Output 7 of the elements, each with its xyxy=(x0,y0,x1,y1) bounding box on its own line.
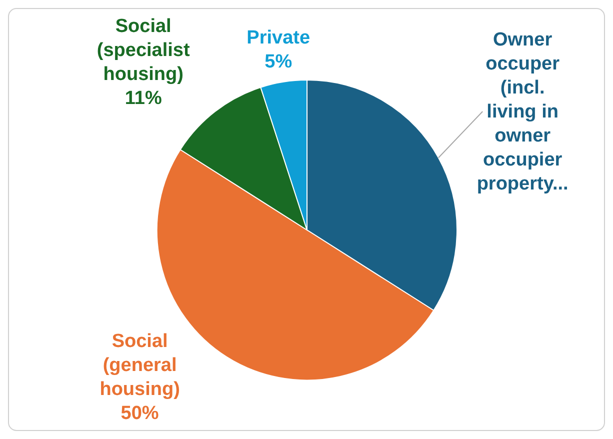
slice-label: Social (general housing) xyxy=(100,331,180,400)
slice-label: Private xyxy=(246,27,310,48)
slice-label: Owner occuper (incl. living in owner occupier property... xyxy=(476,29,568,194)
data-label: 5% xyxy=(264,51,292,72)
slice-label: Social (specialist housing) xyxy=(96,16,190,85)
data-label: 50% xyxy=(120,403,159,424)
data-label: 11% xyxy=(124,88,162,109)
